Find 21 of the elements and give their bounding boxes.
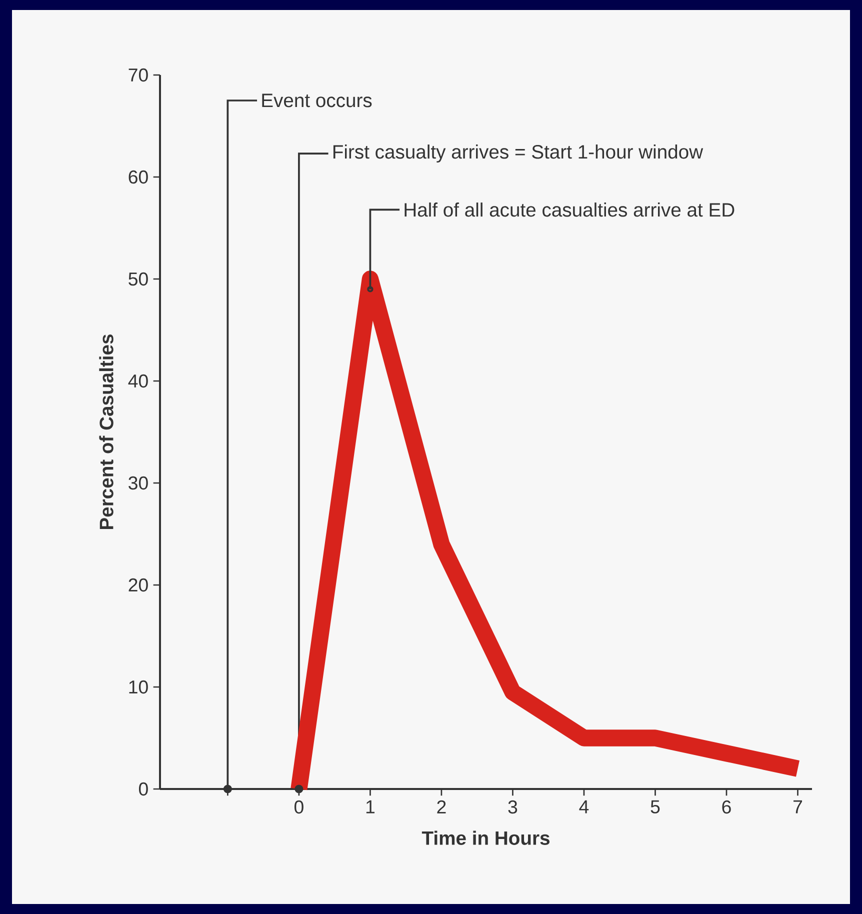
annotation: Half of all acute casualties arrive at ED <box>404 202 734 217</box>
y-tick-label: 10 <box>129 680 148 694</box>
x-tick-label: 3 <box>508 800 518 814</box>
x-tick-label: 7 <box>794 800 802 814</box>
y-tick-label: 30 <box>128 476 148 490</box>
y-tick-label: 20 <box>128 578 148 592</box>
y-tick-label: 60 <box>128 170 148 184</box>
ref-line-label: First casualty arrives = Start 1-hour window <box>333 144 704 163</box>
x-tick-label: 1 <box>366 800 374 814</box>
x-axis-title: Time in Hours <box>422 830 550 845</box>
x-tick-label: 5 <box>650 800 660 814</box>
y-tick-label: 0 <box>138 782 148 796</box>
y-tick-label: 50 <box>128 272 148 286</box>
x-tick-label: 0 <box>294 800 304 814</box>
x-tick-label: 2 <box>437 800 446 814</box>
x-tick-label: 6 <box>722 800 731 814</box>
y-axis-title: Percent of Casualties <box>99 334 114 530</box>
ref-line-label: Event occurs <box>262 94 372 108</box>
y-tick-label: 40 <box>128 374 148 388</box>
x-tick-label: 4 <box>579 800 589 814</box>
y-tick-label: 70 <box>128 68 148 82</box>
